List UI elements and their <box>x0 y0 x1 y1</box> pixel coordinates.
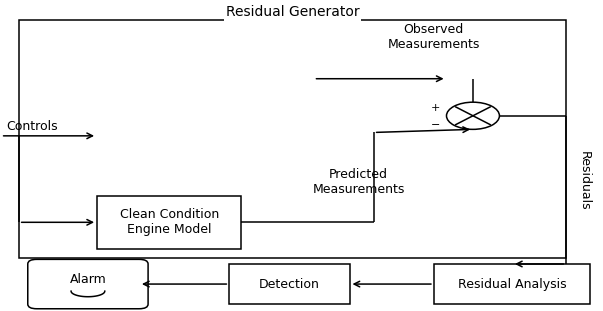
Text: +: + <box>431 103 440 113</box>
Bar <box>229 264 350 304</box>
Bar <box>19 20 566 258</box>
Text: Residual Analysis: Residual Analysis <box>458 277 566 290</box>
Text: Predicted
Measurements: Predicted Measurements <box>312 168 405 196</box>
Circle shape <box>446 102 499 129</box>
FancyBboxPatch shape <box>28 259 148 309</box>
Text: Observed
Measurements: Observed Measurements <box>388 23 480 51</box>
Text: Alarm: Alarm <box>69 273 106 286</box>
Text: −: − <box>431 120 440 130</box>
Text: Controls: Controls <box>7 120 58 133</box>
Text: Detection: Detection <box>259 277 320 290</box>
Bar <box>97 196 241 248</box>
Bar <box>434 264 590 304</box>
Text: Residual Generator: Residual Generator <box>226 4 359 19</box>
Text: Clean Condition
Engine Model: Clean Condition Engine Model <box>119 208 219 236</box>
Text: Residuals: Residuals <box>578 151 591 211</box>
